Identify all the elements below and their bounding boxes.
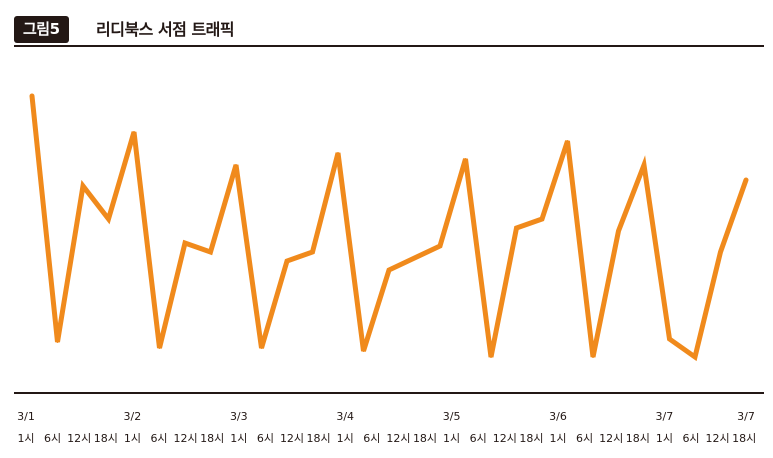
data-point bbox=[668, 338, 671, 340]
chart-title: 리디북스 서점 트래픽 bbox=[96, 20, 235, 39]
tick-label-hour: 6시 bbox=[150, 432, 167, 445]
tick-label-hour: 12시 bbox=[706, 432, 730, 445]
data-point bbox=[133, 131, 135, 133]
tick-label-hour: 12시 bbox=[493, 432, 517, 445]
data-point bbox=[643, 164, 645, 166]
tick-label-hour: 12시 bbox=[280, 432, 304, 445]
data-point bbox=[439, 245, 441, 247]
data-point bbox=[311, 251, 314, 253]
data-point bbox=[388, 269, 390, 271]
tick-label-hour: 6시 bbox=[363, 432, 380, 445]
tick-label-date: 3/5 bbox=[443, 410, 461, 423]
tick-label-date: 3/2 bbox=[124, 410, 142, 423]
data-point bbox=[617, 230, 620, 232]
x-axis-ticks: 1시 6시 12시 18시 1시 6시 12시 18시 1시 6시 12시 18시 1시 6시 12시 18시… bbox=[17, 410, 756, 445]
tick-label-hour: 18시 bbox=[200, 432, 224, 445]
tick-label-date: 3/7 bbox=[656, 410, 674, 423]
tick-label-hour: 1시 bbox=[656, 432, 673, 445]
data-point bbox=[286, 260, 288, 262]
data-point bbox=[337, 152, 339, 154]
data-point bbox=[745, 179, 747, 181]
tick-label-hour: 18시 bbox=[732, 432, 756, 445]
tick-label-hour: 12시 bbox=[386, 432, 410, 445]
plot-area bbox=[29, 93, 749, 362]
series-line bbox=[29, 93, 749, 362]
tick-label-hour: 6시 bbox=[257, 432, 274, 445]
figure-number-badge: 그림5 bbox=[14, 16, 69, 43]
tick-label-hour: 12시 bbox=[67, 432, 91, 445]
tick-label-hour: 1시 bbox=[124, 432, 141, 445]
data-point bbox=[260, 347, 263, 349]
data-point bbox=[107, 218, 110, 220]
tick-label-hour: 6시 bbox=[682, 432, 699, 445]
tick-label-date: 3/4 bbox=[336, 410, 354, 423]
tick-label-hour: 18시 bbox=[626, 432, 650, 445]
data-point bbox=[82, 185, 84, 187]
tick-label-hour: 1시 bbox=[230, 432, 247, 445]
tick-label-hour: 18시 bbox=[307, 432, 331, 445]
data-point bbox=[184, 242, 186, 244]
data-point bbox=[694, 356, 696, 358]
tick-label-hour: 6시 bbox=[470, 432, 487, 445]
data-point bbox=[31, 95, 33, 97]
figure-header: 그림5 리디북스 서점 트래픽 bbox=[14, 12, 764, 48]
tick-label-hour: 18시 bbox=[94, 432, 118, 445]
data-point bbox=[235, 164, 237, 166]
data-point bbox=[592, 356, 594, 358]
data-point bbox=[464, 158, 467, 160]
tick-label-hour: 18시 bbox=[519, 432, 543, 445]
data-point bbox=[541, 218, 543, 220]
data-point bbox=[413, 257, 416, 259]
tick-label-date: 3/1 bbox=[17, 410, 35, 423]
tick-label-date: 3/7 bbox=[737, 410, 755, 423]
tick-label-hour: 6시 bbox=[576, 432, 593, 445]
data-point bbox=[362, 350, 365, 352]
data-point bbox=[209, 251, 212, 253]
tick-label-hour: 6시 bbox=[44, 432, 61, 445]
data-point bbox=[515, 227, 518, 229]
tick-label-hour: 1시 bbox=[337, 432, 354, 445]
tick-label-date: 3/3 bbox=[230, 410, 248, 423]
tick-label-date: 3/6 bbox=[549, 410, 567, 423]
tick-label-hour: 18시 bbox=[413, 432, 437, 445]
data-point bbox=[56, 341, 59, 343]
tick-label-hour: 1시 bbox=[549, 432, 566, 445]
tick-label-hour: 1시 bbox=[443, 432, 460, 445]
tick-label-hour: 12시 bbox=[599, 432, 623, 445]
data-point bbox=[158, 347, 161, 349]
data-point bbox=[490, 356, 492, 358]
header-rule bbox=[14, 45, 764, 47]
tick-label-hour: 1시 bbox=[17, 432, 34, 445]
tick-label-hour: 12시 bbox=[174, 432, 198, 445]
data-point bbox=[566, 140, 569, 142]
data-point bbox=[719, 251, 722, 253]
